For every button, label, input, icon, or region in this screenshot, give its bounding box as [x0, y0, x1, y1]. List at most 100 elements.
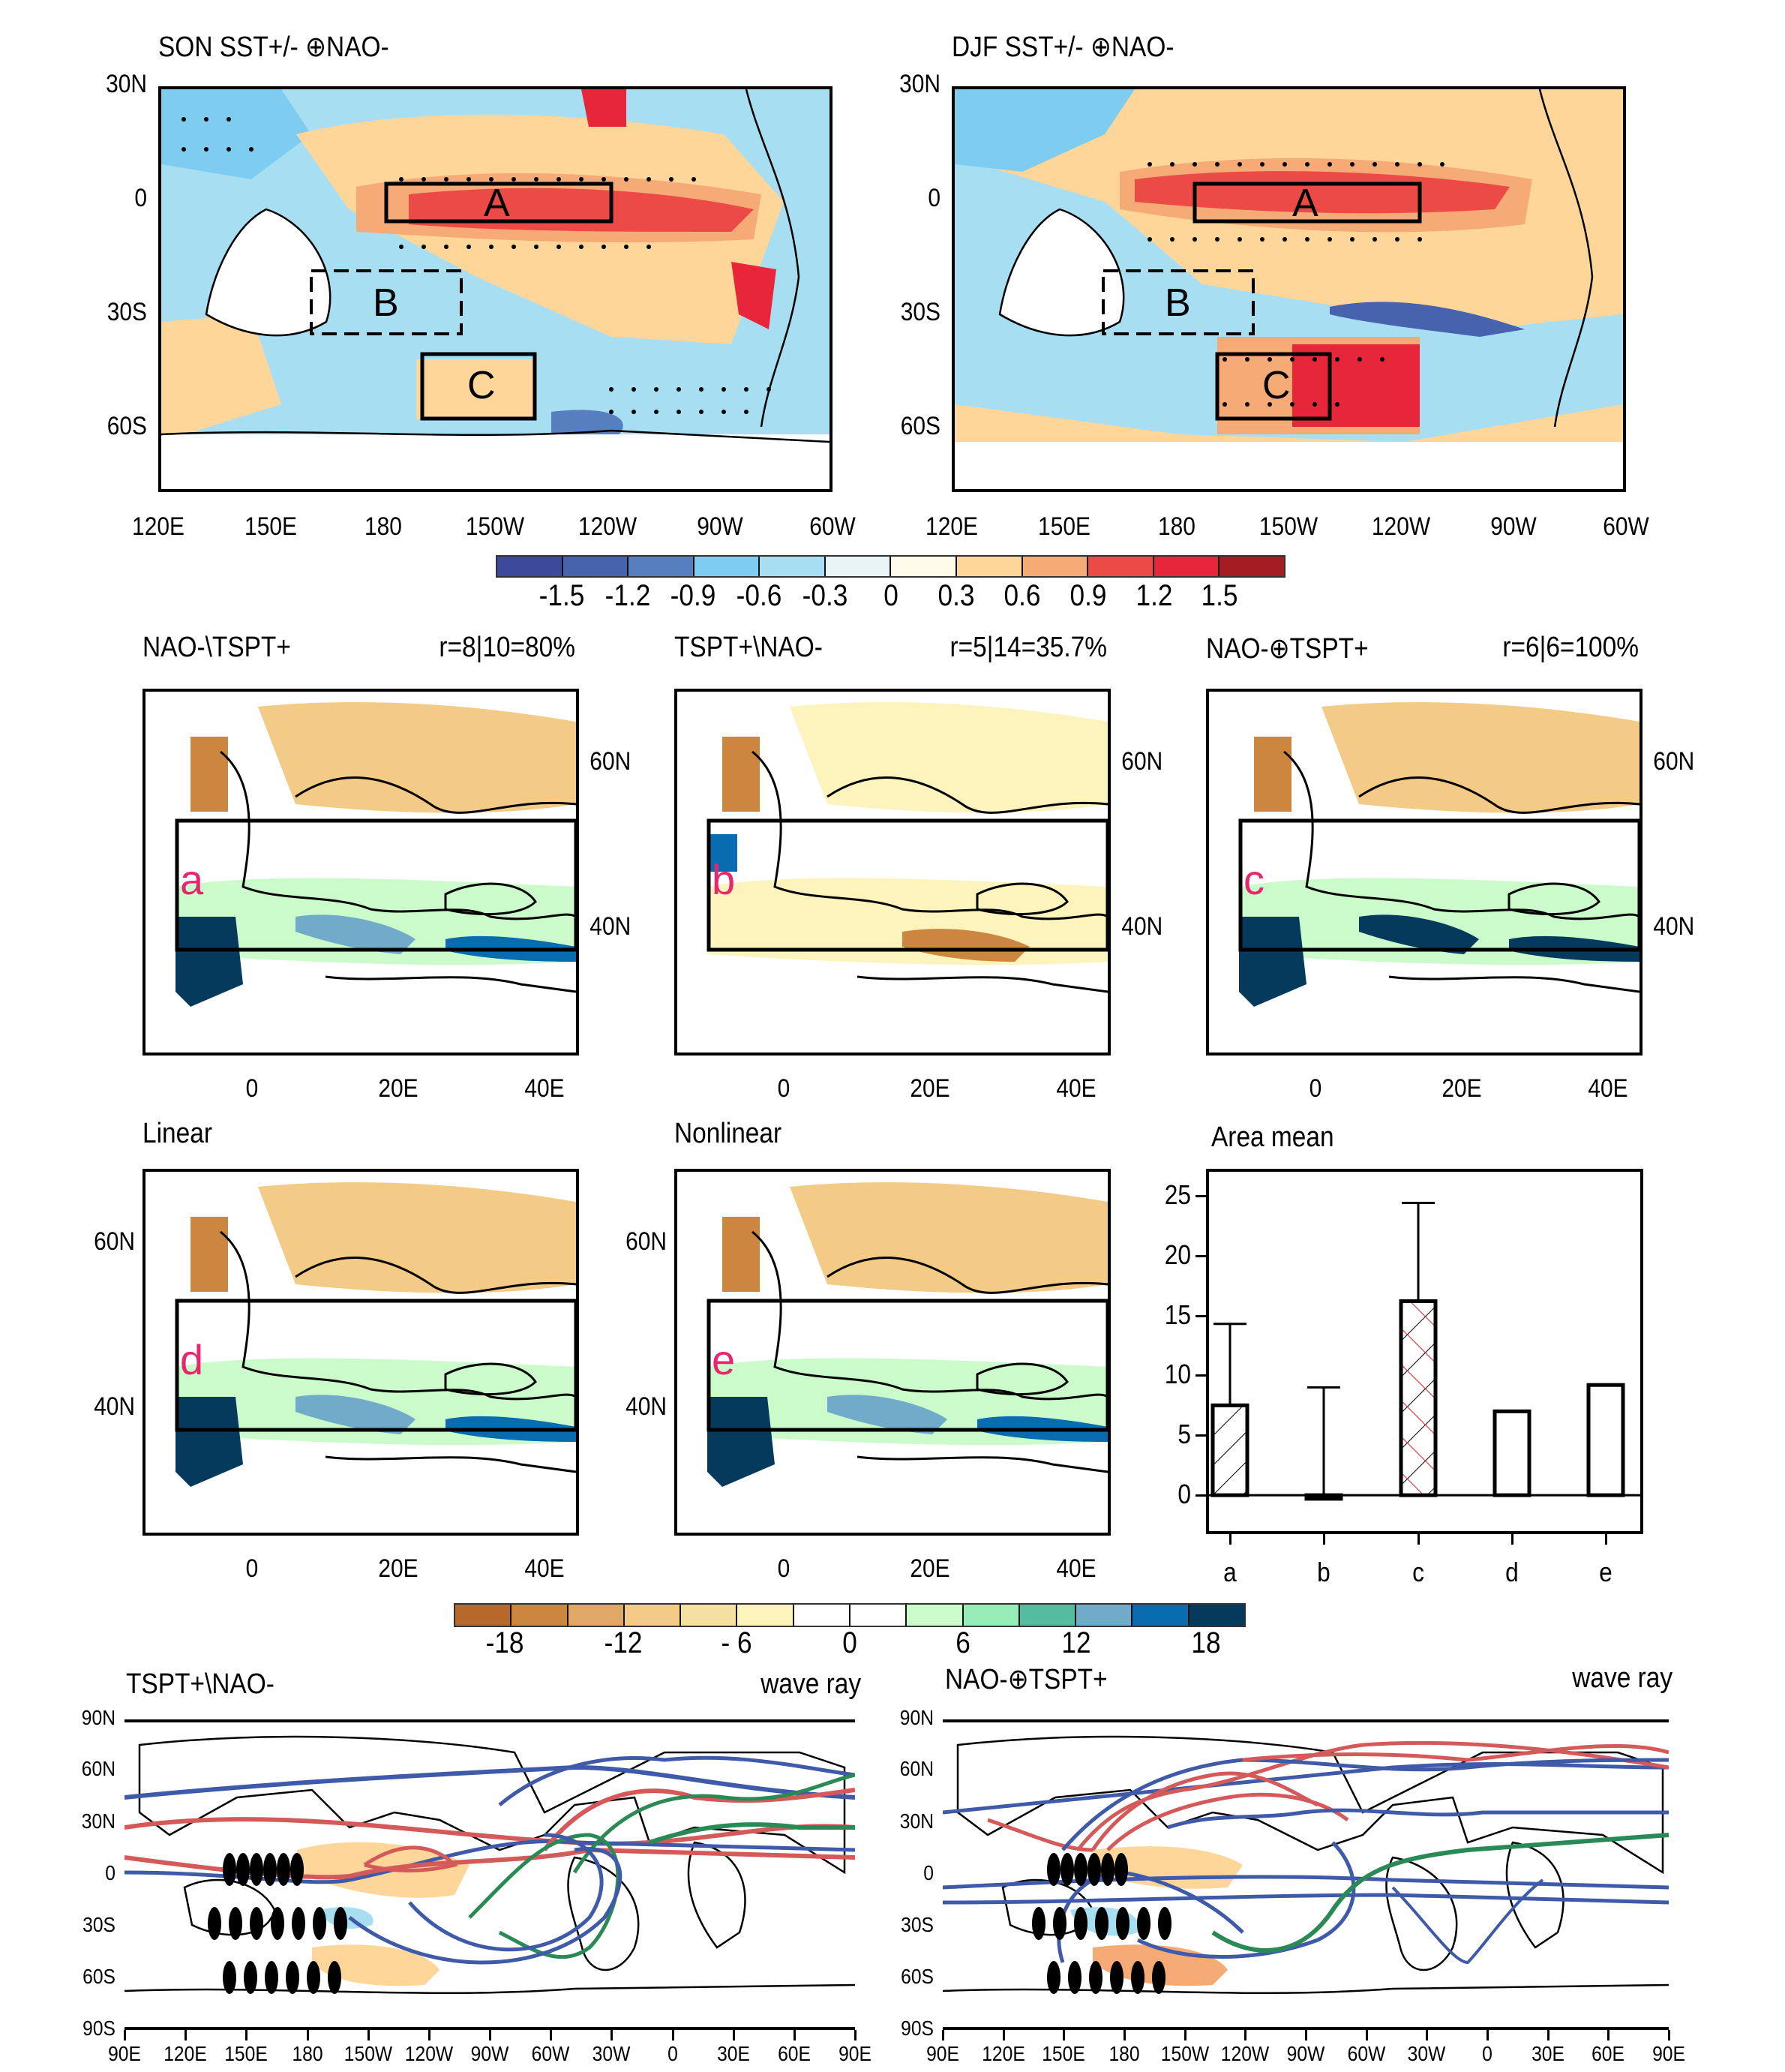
- bar-y-tick-label: 20: [1164, 1239, 1191, 1270]
- bar-x-tick: [1511, 1534, 1514, 1545]
- bar-x-tick-label: a: [1223, 1557, 1237, 1587]
- lat-tick-label: 90N: [81, 1706, 116, 1729]
- source-dot: [328, 1961, 341, 1994]
- source-dot: [1095, 1907, 1108, 1940]
- coastline: [752, 1230, 1108, 1473]
- europe-panel-title: TSPT+\NAO-: [674, 632, 823, 663]
- lon-tick: [1486, 2030, 1489, 2040]
- colorbar-label: 12: [1061, 1626, 1091, 1659]
- europe-map-canvas: [706, 702, 1108, 993]
- lat-tick-label: 40N: [1653, 912, 1695, 941]
- lat-tick-label: 90S: [901, 2016, 934, 2040]
- europe-map: a: [142, 689, 579, 1056]
- lon-tick: [1244, 2030, 1247, 2040]
- wet-anomaly-area: [1359, 914, 1479, 954]
- bar-y-tick-label: 0: [1178, 1479, 1191, 1510]
- dry-anomaly-area: [790, 702, 1108, 813]
- source-dot: [236, 1853, 250, 1886]
- lat-tick-label: 30N: [81, 1809, 116, 1833]
- source-dot: [1047, 1853, 1060, 1886]
- lat-tick-label: 40N: [590, 912, 632, 941]
- lon-tick-label: 120W: [578, 512, 638, 541]
- wave-ray-red: [1242, 1743, 1669, 1762]
- source-dot: [313, 1907, 326, 1940]
- colorbar-swatch: [455, 1605, 512, 1626]
- source-dot: [1060, 1853, 1074, 1886]
- wave-ray-red: [987, 1818, 1094, 1852]
- lon-tick: [550, 2030, 553, 2040]
- lon-tick: [942, 2030, 944, 2040]
- source-dot: [307, 1961, 320, 1994]
- lon-tick-label: 0: [245, 1554, 259, 1583]
- europe-map-canvas: [706, 1182, 1108, 1487]
- source-dot: [1068, 1961, 1082, 1994]
- lat-tick-label: 60S: [901, 1965, 934, 1988]
- wave-ray-blue: [1391, 1878, 1544, 1965]
- lon-tick-label: 150W: [466, 512, 525, 541]
- europe-panel-title: Nonlinear: [674, 1118, 782, 1149]
- lat-tick-label: 60N: [899, 1757, 934, 1780]
- europe-map-canvas: [1238, 702, 1640, 1007]
- wet-anomaly-area: [1239, 917, 1306, 1007]
- dry-anomaly-area: [1254, 737, 1292, 812]
- bar-y-tick: [1196, 1194, 1206, 1197]
- lon-tick-label: 150E: [244, 512, 297, 541]
- box-label-c: C: [467, 364, 496, 407]
- source-dot: [1114, 1853, 1128, 1886]
- lat-tick-label: 30S: [901, 1913, 934, 1936]
- wave-ray-blue: [348, 1847, 622, 1965]
- lon-tick: [732, 2030, 735, 2040]
- lat-tick-label: 60N: [81, 1757, 116, 1780]
- europe-panel-title: Linear: [142, 1118, 212, 1149]
- lat-tick-label: 90N: [899, 1706, 934, 1729]
- source-dot: [244, 1961, 257, 1994]
- colorbar-label: 0.9: [1070, 579, 1107, 612]
- box-b: [1102, 269, 1255, 335]
- lon-tick: [854, 2030, 856, 2040]
- lon-tick-label: 0: [667, 2042, 678, 2065]
- panel-letter: b: [712, 856, 736, 903]
- box-a: [1192, 182, 1422, 224]
- lat-tick-label: 60N: [1121, 747, 1163, 776]
- colorbar-label: -18: [485, 1626, 524, 1659]
- lon-tick-label: 20E: [910, 1554, 950, 1583]
- lat-tick-label: 0: [923, 1861, 934, 1884]
- lon-tick-label: 150W: [1160, 2042, 1209, 2065]
- panel-letter: e: [712, 1336, 736, 1383]
- colorbar-swatch: [1019, 1605, 1077, 1626]
- dry-anomaly-area: [1322, 702, 1640, 813]
- bar-x-tick-label: b: [1317, 1557, 1330, 1587]
- wave-left-title: TSPT+\NAO-: [126, 1668, 274, 1700]
- sst-colorbar: [496, 555, 1286, 578]
- lon-tick: [1124, 2030, 1126, 2040]
- source-dot: [286, 1961, 299, 1994]
- lon-tick-label: 90W: [470, 2042, 509, 2065]
- colorbar-label: -12: [604, 1626, 643, 1659]
- colorbar-label: 0: [842, 1626, 857, 1659]
- lat-tick-label: 40N: [94, 1392, 135, 1421]
- panel-letter: c: [1244, 856, 1264, 903]
- colorbar-swatch: [891, 557, 958, 576]
- lon-tick: [610, 2030, 614, 2040]
- lat-tick-label: 60S: [82, 1965, 116, 1988]
- lon-tick: [306, 2030, 309, 2040]
- colorbar-swatch: [562, 557, 629, 576]
- lon-tick-label: 30W: [592, 2042, 631, 2065]
- lon-tick: [1546, 2030, 1550, 2040]
- colorbar-swatch: [957, 557, 1023, 576]
- lon-tick-label: 30W: [1407, 2042, 1446, 2065]
- panel-letter: a: [180, 856, 204, 903]
- lon-tick-label: 90W: [697, 512, 743, 541]
- colorbar-label: 1.5: [1201, 579, 1238, 612]
- bar-y-tick: [1196, 1314, 1206, 1317]
- bar-x-tick-label: d: [1505, 1557, 1519, 1587]
- sst-djf-title: DJF SST+/- ⊕NAO-: [952, 32, 1174, 63]
- wet-anomaly-area: [176, 917, 243, 1007]
- bar-y-tick: [1196, 1434, 1206, 1437]
- bar-a: [1210, 1403, 1250, 1497]
- lat-tick-label: 30N: [899, 1809, 934, 1833]
- wave-right-title: NAO-⊕TSPT+: [945, 1664, 1108, 1695]
- colorbar-label: 1.2: [1136, 579, 1172, 612]
- bar-chart-title: Area mean: [1211, 1122, 1334, 1153]
- lon-tick: [489, 2030, 491, 2040]
